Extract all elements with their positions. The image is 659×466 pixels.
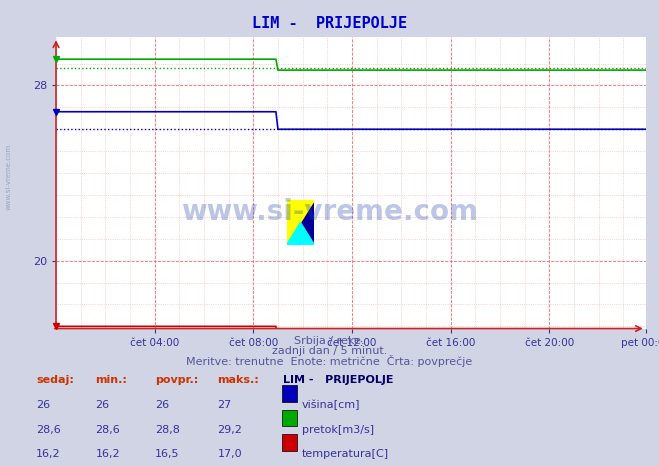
Text: LIM -   PRIJEPOLJE: LIM - PRIJEPOLJE xyxy=(283,375,394,385)
Text: 16,5: 16,5 xyxy=(155,449,179,459)
Text: zadnji dan / 5 minut.: zadnji dan / 5 minut. xyxy=(272,346,387,356)
Text: Meritve: trenutne  Enote: metrične  Črta: povprečje: Meritve: trenutne Enote: metrične Črta: … xyxy=(186,355,473,367)
Text: 28,6: 28,6 xyxy=(96,425,121,434)
Text: 28,6: 28,6 xyxy=(36,425,61,434)
Text: 29,2: 29,2 xyxy=(217,425,243,434)
Text: 26: 26 xyxy=(96,400,109,410)
Text: min.:: min.: xyxy=(96,375,127,385)
Polygon shape xyxy=(287,200,314,245)
Text: 16,2: 16,2 xyxy=(96,449,120,459)
Text: 27: 27 xyxy=(217,400,232,410)
Polygon shape xyxy=(287,200,314,245)
Text: 28,8: 28,8 xyxy=(155,425,180,434)
Text: sedaj:: sedaj: xyxy=(36,375,74,385)
Text: 26: 26 xyxy=(36,400,50,410)
Text: 16,2: 16,2 xyxy=(36,449,61,459)
Polygon shape xyxy=(287,222,314,245)
Text: Srbija / reke.: Srbija / reke. xyxy=(295,336,364,346)
Text: povpr.:: povpr.: xyxy=(155,375,198,385)
Text: www.si-vreme.com: www.si-vreme.com xyxy=(181,198,478,226)
Text: LIM -  PRIJEPOLJE: LIM - PRIJEPOLJE xyxy=(252,16,407,31)
Text: 26: 26 xyxy=(155,400,169,410)
Text: www.si-vreme.com: www.si-vreme.com xyxy=(5,144,11,210)
Text: maks.:: maks.: xyxy=(217,375,259,385)
Text: višina[cm]: višina[cm] xyxy=(302,400,360,410)
Text: 17,0: 17,0 xyxy=(217,449,242,459)
Text: temperatura[C]: temperatura[C] xyxy=(302,449,389,459)
Text: pretok[m3/s]: pretok[m3/s] xyxy=(302,425,374,434)
